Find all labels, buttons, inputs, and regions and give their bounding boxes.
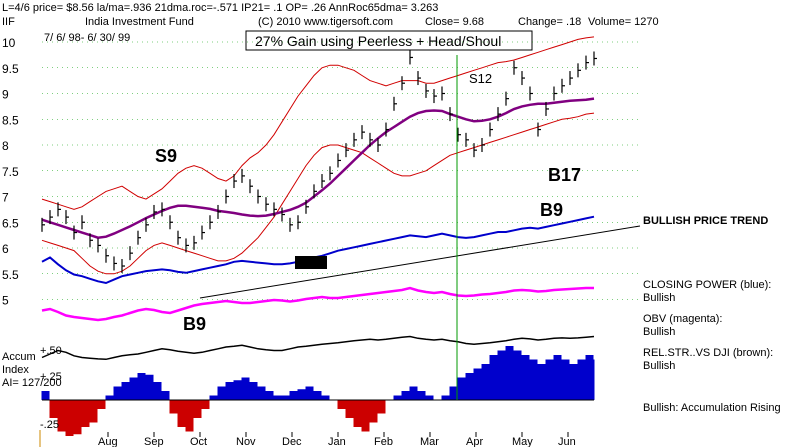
chart-title: 27% Gain using Peerless + Head/Shoul: [255, 33, 501, 49]
signal-b17: B17: [548, 165, 581, 185]
signal-b9-sep: B9: [183, 314, 206, 334]
y-tick-label: 9.5: [2, 62, 19, 76]
header-line1: L=4/6 price= $8.56 la/ma=.936 21dma.roc=…: [2, 2, 438, 14]
x-tick-label: Apr: [466, 436, 483, 447]
y-tick-label: 6: [2, 242, 9, 256]
x-tick-label: Aug: [98, 436, 118, 447]
x-tick-label: Jan: [328, 436, 346, 447]
ticker: IIF: [2, 16, 15, 28]
change-label: Change= .18: [518, 16, 581, 28]
signal-s7: S7: [310, 256, 326, 271]
moving-average-line: [41, 97, 595, 239]
trend-label: BULLISH PRICE TREND: [643, 215, 768, 227]
obv-value: Bullish: [643, 326, 675, 338]
lower-tick-neg025: -.25: [40, 419, 59, 431]
index-label: Index: [2, 364, 29, 376]
y-tick-label: 7.5: [2, 165, 19, 179]
x-tick-label: Jun: [558, 436, 576, 447]
y-tick-label: 8: [2, 139, 9, 153]
obv-title: OBV (magenta):: [643, 313, 722, 325]
obv-line: [41, 286, 594, 322]
cp-value: Bullish: [643, 292, 675, 304]
accum-label: Accum: [2, 351, 36, 363]
fund-name: India Investment Fund: [85, 16, 194, 28]
date-range: 7/ 6/ 98- 6/ 30/ 99: [44, 32, 130, 44]
x-tick-label: Feb: [374, 436, 393, 447]
ai-label: AI= 127/200: [2, 377, 62, 389]
accum-summary: Bullish: Accumulation Rising: [643, 402, 781, 414]
closing-power-line: [41, 215, 595, 285]
band-upper-line: [41, 36, 595, 210]
x-axis-ticks: Aug Sep Oct Nov Dec Jan Feb Mar Apr May Jun: [98, 432, 576, 447]
x-tick-label: Nov: [236, 436, 256, 447]
y-tick-label: 7: [2, 191, 9, 205]
rs-title: REL.STR..VS DJI (brown):: [643, 347, 773, 359]
lower-tick-050: +.50: [40, 345, 62, 357]
trend-line: [199, 225, 641, 299]
y-tick-label: 9: [2, 88, 9, 102]
signal-s9: S9: [155, 146, 177, 166]
y-tick-label: 8.5: [2, 113, 19, 127]
y-tick-label: 5.5: [2, 268, 19, 282]
lower-tick-025: +.25: [40, 371, 62, 383]
s7-box: [295, 256, 327, 269]
cp-title: CLOSING POWER (blue):: [643, 279, 771, 291]
close-label: Close= 9.68: [425, 16, 484, 28]
x-tick-label: May: [512, 436, 533, 447]
x-tick-label: Oct: [190, 436, 207, 447]
y-tick-label: 5: [2, 294, 9, 308]
signal-b9-may: B9: [540, 200, 563, 220]
y-tick-label: 6.5: [2, 216, 19, 230]
title-box: [245, 30, 533, 51]
y-axis-ticks: 10 9.5 9 8.5 8 7.5 7 6.5 6 5.5 5: [2, 36, 19, 308]
accum-histogram: [41, 346, 595, 436]
x-tick-label: Sep: [144, 436, 164, 447]
rs-value: Bullish: [643, 360, 675, 372]
y-tick-label: 10: [2, 36, 16, 50]
band-lower-line: [41, 112, 595, 275]
rel-strength-line: [41, 335, 595, 361]
x-tick-label: Mar: [420, 436, 439, 447]
series-layer: [41, 36, 597, 361]
x-tick-label: Dec: [282, 436, 302, 447]
signal-s12: S12: [469, 71, 492, 86]
copyright: (C) 2010 www.tigersoft.com: [258, 16, 393, 28]
volume-label: Volume= 1270: [588, 16, 659, 28]
